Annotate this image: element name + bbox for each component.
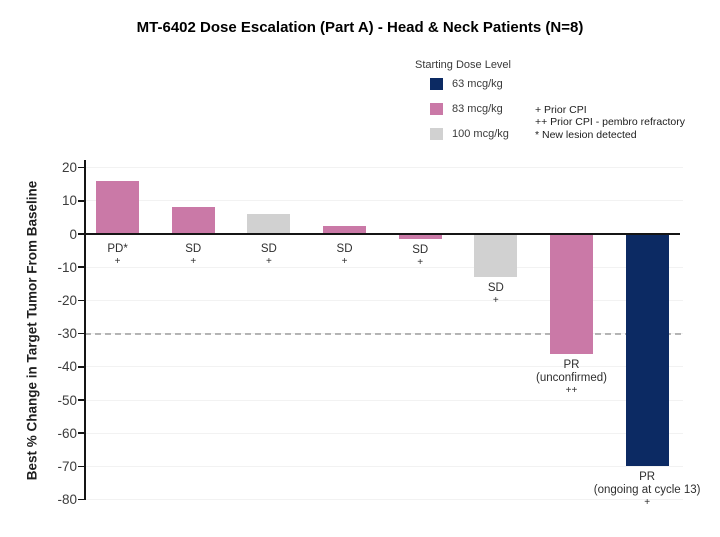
- gridline: [85, 465, 683, 467]
- tick-label: -60: [57, 425, 77, 441]
- bar-label: SD +: [194, 243, 344, 268]
- bar: [171, 207, 215, 234]
- legend-item-label: 100 mcg/kg: [452, 128, 509, 140]
- tick-mark: [78, 166, 84, 169]
- tick-mark: [78, 299, 84, 302]
- bar: [474, 234, 518, 278]
- bar-response-label: SD: [412, 243, 429, 256]
- bar-prior-therapy-marker: +: [341, 256, 348, 267]
- zero-baseline: [84, 232, 680, 236]
- bar-prior-therapy-marker: +: [492, 295, 499, 307]
- tick-mark: [78, 465, 84, 468]
- bar-sublabel: (ongoing at cycle 13): [593, 484, 701, 497]
- bar-label: PR (unconfirmed) ++: [497, 359, 647, 397]
- bar-label: PR (ongoing at cycle 13) +: [572, 471, 720, 509]
- bar: [247, 214, 291, 234]
- bar-response-label: SD: [185, 243, 202, 255]
- bar-response-label: SD: [487, 282, 504, 295]
- gridline: [85, 399, 683, 401]
- bar-prior-therapy-marker: +: [190, 256, 197, 267]
- gridline: [85, 200, 683, 202]
- footnote-new-lesion: * New lesion detected: [535, 128, 637, 141]
- bar-label: PD* +: [43, 243, 193, 268]
- bar-response-label: SD: [336, 243, 353, 255]
- legend-item-63mcg: 63 mcg/kg: [430, 77, 503, 91]
- bar-prior-therapy-marker: +: [644, 497, 651, 509]
- legend-item-100mcg: 100 mcg/kg: [430, 127, 509, 141]
- tick-label: -30: [57, 326, 77, 342]
- tick-mark: [78, 399, 84, 401]
- bar: [625, 234, 669, 467]
- tick-mark: [78, 233, 84, 235]
- gridline: [85, 366, 683, 368]
- tick-label: 10: [61, 193, 77, 209]
- legend-item-label: 83 mcg/kg: [452, 103, 503, 115]
- bar-response-label: PR: [563, 358, 580, 371]
- bar-label: SD +: [421, 282, 571, 307]
- y-axis-line: [84, 160, 86, 500]
- reference-line: [85, 332, 681, 335]
- tick-label: -50: [57, 392, 77, 408]
- bar-response-label: SD: [260, 243, 277, 255]
- tick-mark: [78, 432, 84, 434]
- bar: [398, 234, 442, 239]
- y-axis-title: Best % Change in Target Tumor From Basel…: [24, 180, 40, 481]
- tick-label: 0: [69, 226, 77, 242]
- bar-label: SD +: [345, 244, 495, 269]
- legend-swatch-63mcg-icon: [430, 78, 443, 90]
- legend-swatch-83mcg-icon: [430, 103, 443, 115]
- gridline: [85, 167, 683, 169]
- bar-sublabel: (unconfirmed): [536, 371, 607, 384]
- tick-mark: [78, 332, 84, 335]
- tick-label: 20: [61, 160, 77, 176]
- bar-response-label: PR: [639, 471, 656, 484]
- legend-item-label: 63 mcg/kg: [452, 78, 503, 90]
- tick-label: -80: [57, 492, 77, 508]
- gridline: [85, 266, 683, 268]
- tick-label: -70: [57, 458, 77, 474]
- bar: [96, 180, 140, 234]
- footnotes: + Prior CPI ++ Prior CPI - pembro refrac…: [535, 104, 685, 141]
- legend-title: Starting Dose Level: [415, 59, 511, 71]
- legend-swatch-100mcg-icon: [430, 128, 443, 140]
- bar: [323, 225, 367, 234]
- tick-mark: [78, 498, 84, 501]
- bar: [550, 234, 593, 354]
- bar-label: SD +: [118, 243, 268, 268]
- bar-prior-therapy-marker: ++: [565, 384, 578, 396]
- footnote-prior-cpi: + Prior CPI: [535, 104, 587, 116]
- bar-label: SD +: [270, 243, 420, 268]
- tick-mark: [78, 266, 84, 268]
- gridline: [85, 299, 683, 301]
- bar-prior-therapy-marker: +: [114, 256, 121, 267]
- bar-response-label: PD*: [107, 243, 128, 255]
- bar-prior-therapy-marker: +: [265, 256, 272, 267]
- gridline: [85, 499, 683, 501]
- tick-mark: [78, 366, 84, 368]
- tick-mark: [78, 200, 84, 202]
- tick-label: -10: [57, 259, 77, 275]
- tick-label: -40: [57, 359, 77, 375]
- chart-title: MT-6402 Dose Escalation (Part A) - Head …: [136, 19, 584, 36]
- bar-prior-therapy-marker: +: [417, 256, 424, 268]
- tick-label: -20: [57, 292, 77, 308]
- legend-item-83mcg: 83 mcg/kg: [430, 102, 503, 116]
- footnote-pembro-refractory: ++ Prior CPI - pembro refractory: [535, 116, 685, 129]
- gridline: [85, 432, 683, 434]
